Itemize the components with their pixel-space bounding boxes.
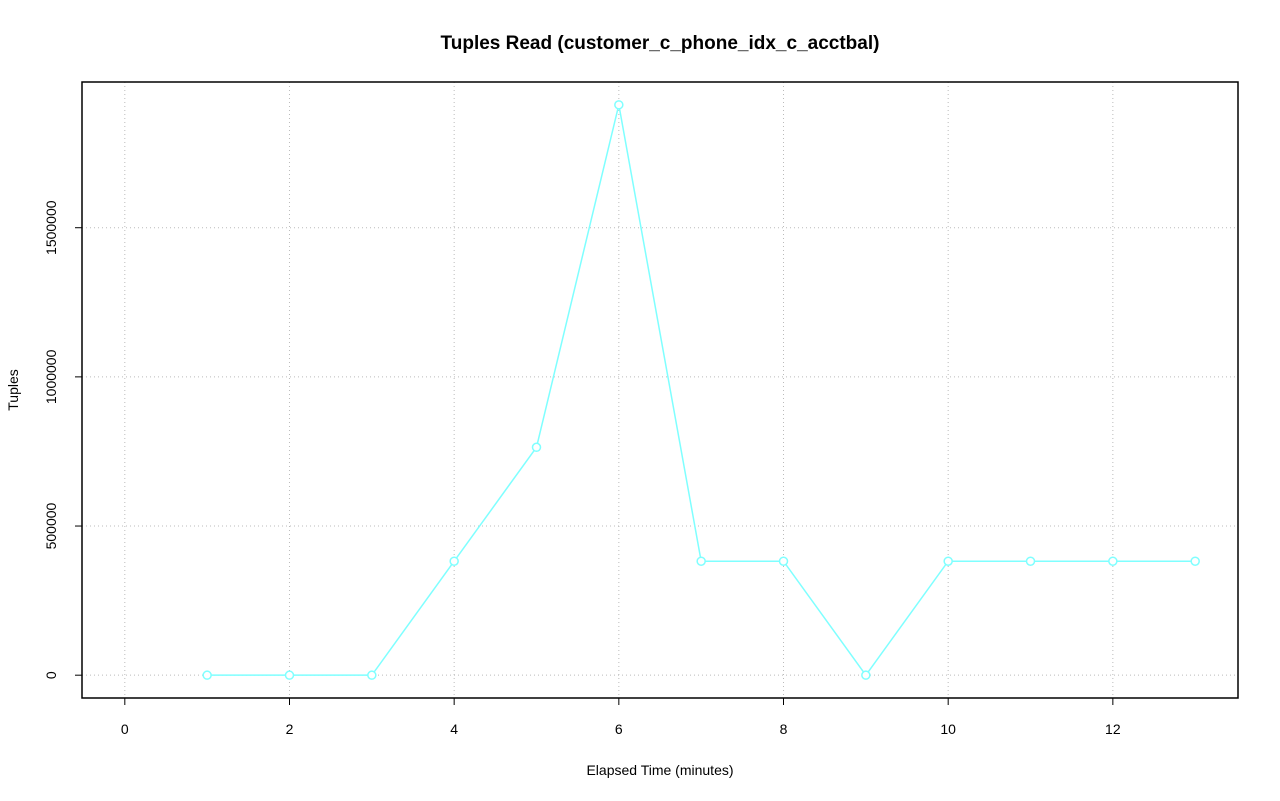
y-tick-label: 500000	[43, 502, 59, 549]
y-tick-label: 0	[43, 671, 59, 679]
plot-frame	[81, 81, 1239, 699]
data-point	[614, 100, 624, 110]
data-point	[284, 670, 295, 680]
y-tick-label: 1500000	[43, 200, 59, 255]
x-tick-label: 6	[615, 721, 623, 737]
data-point	[1108, 556, 1118, 566]
x-tick-label: 8	[780, 721, 788, 737]
data-point	[696, 556, 706, 566]
data-point	[861, 670, 871, 680]
y-tick-label: 1000000	[43, 349, 59, 404]
x-axis-label: Elapsed Time (minutes)	[586, 762, 733, 778]
x-tick-label: 12	[1105, 721, 1121, 737]
data-point	[202, 670, 212, 680]
x-tick-label: 4	[450, 721, 458, 737]
data-point	[1190, 556, 1200, 566]
x-tick-label: 10	[940, 721, 956, 737]
y-axis-label: Tuples	[5, 369, 21, 411]
data-point	[943, 556, 953, 566]
data-point	[367, 670, 377, 680]
data-point	[1025, 556, 1036, 566]
data-point	[778, 556, 789, 566]
data-point	[449, 556, 459, 566]
chart-title: Tuples Read (customer_c_phone_idx_c_acct…	[441, 33, 880, 54]
x-tick-label: 0	[121, 721, 129, 737]
data-point	[531, 442, 542, 453]
data-line	[207, 104, 1196, 677]
x-tick-label: 2	[286, 721, 294, 737]
